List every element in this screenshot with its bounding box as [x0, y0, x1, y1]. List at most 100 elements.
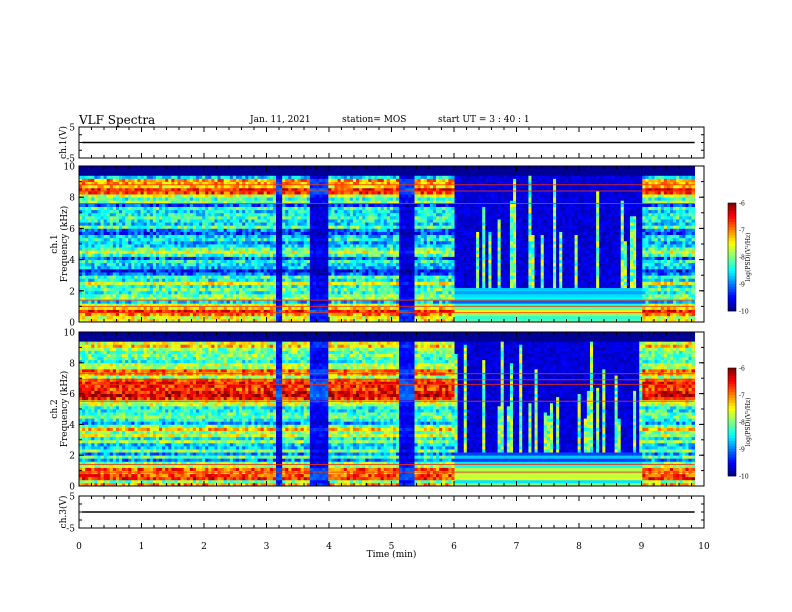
ch1-spec-cell [211, 219, 215, 223]
ch1-spec-cell [266, 178, 271, 182]
ch1-spec-cell [125, 262, 129, 267]
ch1-spec-cell [371, 293, 375, 298]
ch1-spec-cell [276, 300, 280, 304]
ch1-spec-cell [91, 190, 95, 195]
ch1-spec-cell [149, 250, 154, 254]
ch1-spec-cell [122, 303, 126, 307]
ch1-spec-cell [103, 194, 108, 198]
ch1-spec-cell [122, 231, 126, 236]
ch1-spec-cell [356, 228, 360, 232]
ch1-spec-cell [195, 190, 200, 195]
ch1-spec-cell [137, 234, 141, 239]
ch1-spec-cell [337, 293, 342, 298]
ch1-spec-cell [232, 259, 237, 264]
ch1-spec-cell [325, 212, 329, 217]
ch1-spec-cell [288, 300, 292, 304]
ch1-spec-cell [217, 178, 221, 182]
ch1-spec-cell [276, 253, 280, 257]
ch1-spec-cell [331, 225, 335, 229]
ch1-spec-cell [140, 268, 145, 273]
ch1-spec-cell [128, 175, 132, 179]
ch1-spec-cell [285, 312, 289, 317]
ch1-spec-cell [312, 315, 317, 320]
ch1-spec-cell [306, 250, 311, 254]
ch1-spec-cell [183, 166, 188, 170]
ch1-spec-cell [100, 237, 105, 242]
ch1-spec-cell [257, 181, 262, 186]
ch1-spec-cell [106, 197, 111, 201]
ch1-spec-cell [245, 209, 249, 214]
ch1-spec-cell [220, 284, 225, 289]
ch1-spec-cell [180, 215, 185, 220]
ch1-spec-cell [349, 231, 354, 236]
ch1-spec-cell [149, 265, 154, 270]
ch1-spec-cell [152, 293, 157, 298]
ch1-spec-cell [112, 209, 117, 214]
ch1-spec-cell [223, 203, 228, 207]
ch1-spec-cell [180, 203, 185, 207]
ch1-spec-cell [122, 184, 126, 189]
ch1-spec-cell [359, 253, 363, 257]
ch1-spec-cell [94, 231, 98, 236]
ch1-spec-cell [109, 290, 114, 295]
ch1-spec-cell [343, 184, 348, 189]
ch1-spec-cell [180, 300, 185, 304]
ch1-spec-cell [208, 225, 212, 229]
ch1-spec-cell [263, 262, 268, 267]
ch1-spec-cell [368, 275, 372, 279]
ch1-spec-cell [374, 253, 378, 257]
ch1-spec-cell [328, 272, 332, 276]
ch1-spec-cell [162, 194, 166, 198]
ch1-spec-cell [119, 234, 123, 239]
ch1-spec-cell [343, 209, 348, 214]
ch1-spec-cell [97, 262, 101, 267]
ch1-spec-cell [143, 219, 148, 223]
ch1-spec-cell [211, 175, 215, 179]
ch1-spec-cell [257, 244, 262, 248]
ch1-spec-cell [266, 234, 271, 239]
ch1-spec-cell [276, 312, 280, 317]
ch1-spec-cell [171, 215, 175, 220]
ch1-spec-cell [165, 250, 169, 254]
ch1-spec-cell [319, 172, 323, 176]
ch1-spec-cell [356, 265, 360, 270]
ch1-spec-cell [192, 215, 197, 220]
ch1-spec-cell [239, 293, 243, 298]
ch1-spec-cell [362, 178, 366, 182]
ch1-spec-cell [359, 265, 363, 270]
ch1-spec-cell [229, 175, 234, 179]
ch1-spec-cell [165, 175, 169, 179]
ch1-spec-cell [140, 203, 145, 207]
ch1-spec-cell [159, 303, 163, 307]
ch1-spec-cell [272, 303, 277, 307]
ch1-spec-cell [359, 209, 363, 214]
ch1-spec-cell [155, 284, 160, 289]
ch1-spec-cell [226, 209, 231, 214]
ch1-spec-cell [365, 166, 369, 170]
ch1-spec-cell [294, 184, 298, 189]
ch1-spec-cell [97, 194, 101, 198]
ch1-spec-cell [192, 262, 197, 267]
ch1-spec-cell [106, 228, 111, 232]
ch1-spec-cell [291, 275, 295, 279]
ch1-spec-cell [300, 318, 305, 323]
ch1-spec-cell [119, 259, 123, 264]
ch1-spec-cell [251, 262, 255, 267]
ch1-spec-cell [146, 175, 151, 179]
ch1-spec-cell [248, 300, 252, 304]
ch1-spec-cell [171, 293, 175, 298]
ch1-spec-cell [79, 203, 83, 207]
ch1-spec-cell [362, 284, 366, 289]
ch1-spec-cell [356, 281, 360, 285]
ch1-spec-cell [115, 172, 120, 176]
ch1-spec-cell [322, 209, 326, 214]
ch1-spec-cell [165, 225, 169, 229]
ch1-spec-cell [235, 200, 240, 204]
ch1-spec-cell [115, 306, 120, 310]
ch1-spec-cell [300, 275, 305, 279]
ch1-spec-cell [371, 268, 375, 273]
ch1-spec-cell [279, 166, 283, 170]
ch1-spec-cell [371, 225, 375, 229]
ch1-spec-cell [371, 222, 375, 226]
ch1-spec-cell [374, 231, 378, 236]
